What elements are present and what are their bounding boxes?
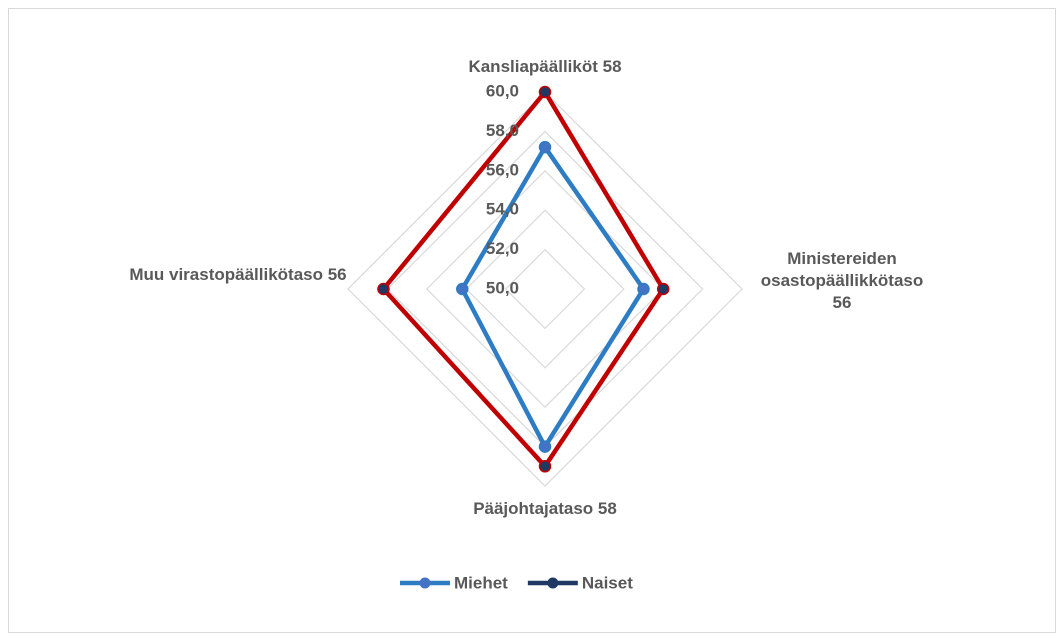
legend-label: Naiset	[582, 573, 633, 592]
data-point	[538, 140, 552, 154]
grid-ring	[465, 209, 625, 369]
data-point	[538, 85, 552, 99]
chart-border	[8, 8, 1056, 633]
data-point	[538, 460, 552, 473]
r-tick-label: 56,0	[486, 160, 519, 179]
r-tick-label: 58,0	[486, 121, 519, 140]
grid-ring	[347, 91, 743, 487]
category-label: Muu virastopäällikötaso 56	[129, 265, 347, 284]
category-label: Pääjohtajataso 58	[473, 499, 617, 518]
data-point	[637, 282, 650, 296]
legend-marker	[419, 577, 431, 589]
category-label: Kansliapäälliköt 58	[468, 57, 622, 76]
data-point	[656, 282, 670, 296]
legend-label: Miehet	[454, 573, 508, 592]
data-point	[456, 282, 469, 296]
r-tick-label: 52,0	[486, 239, 519, 258]
grid-ring	[504, 248, 586, 330]
r-tick-label: 50,0	[486, 278, 519, 297]
data-point	[377, 282, 390, 296]
r-tick-label: 60,0	[486, 81, 519, 100]
grid-ring	[425, 169, 665, 409]
legend-marker	[547, 577, 559, 589]
data-point	[538, 440, 552, 453]
r-tick-label: 54,0	[486, 200, 519, 219]
category-label: Ministereiden osastopäällikkötaso 56	[760, 249, 924, 312]
